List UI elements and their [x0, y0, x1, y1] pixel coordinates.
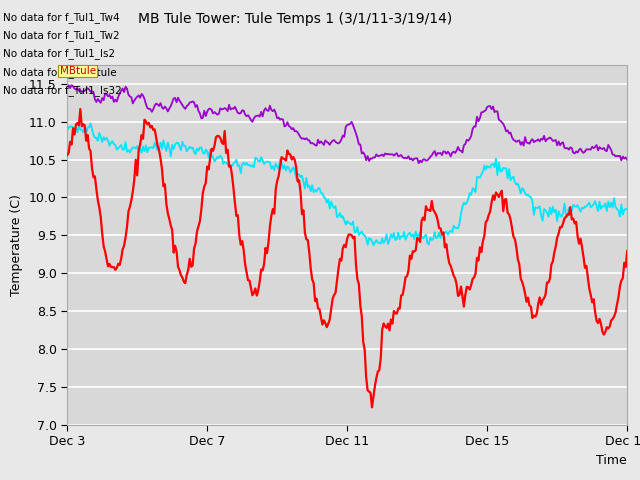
Text: MB Tule Tower: Tule Temps 1 (3/1/11-3/19/14): MB Tule Tower: Tule Temps 1 (3/1/11-3/19… [138, 12, 452, 26]
Text: No data for f_Tul1_Tw2: No data for f_Tul1_Tw2 [3, 30, 120, 41]
X-axis label: Time: Time [596, 454, 627, 467]
Text: No data for f_uMBtule: No data for f_uMBtule [3, 67, 117, 78]
Text: No data for f_Tul1_Is32: No data for f_Tul1_Is32 [3, 85, 122, 96]
Text: No data for f_Tul1_Is2: No data for f_Tul1_Is2 [3, 48, 115, 60]
Y-axis label: Temperature (C): Temperature (C) [10, 194, 23, 296]
Text: MBtule: MBtule [60, 66, 95, 76]
Text: No data for f_Tul1_Tw4: No data for f_Tul1_Tw4 [3, 12, 120, 23]
